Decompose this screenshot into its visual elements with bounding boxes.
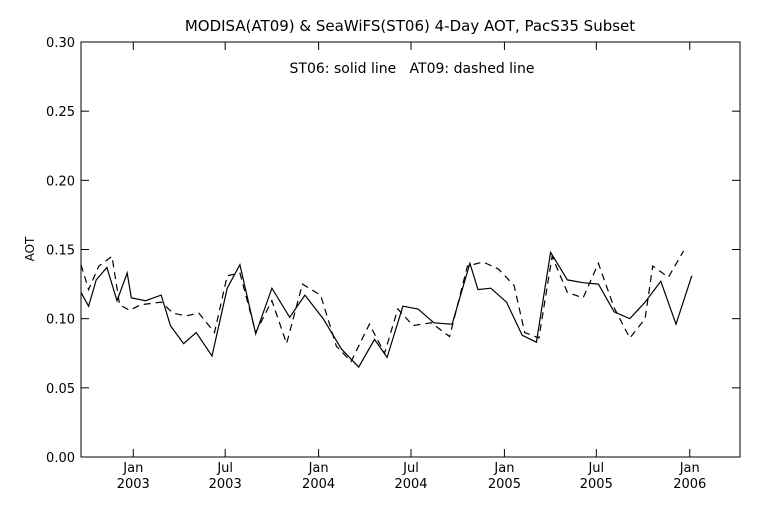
y-axis-label: AOT	[23, 236, 37, 261]
x-tick-month: Jul	[587, 461, 604, 476]
x-tick-year: 2006	[673, 477, 706, 492]
series-layer	[80, 250, 693, 369]
y-axis: 0.00 0.05 0.10 0.15 0.20 0.25 0.30	[46, 36, 740, 466]
x-axis: Jan2003Jul2003Jan2004Jul2004Jan2005Jul20…	[117, 42, 706, 492]
x-tick-month: Jan	[679, 461, 700, 476]
chart-annotation: ST06: solid line AT09: dashed line	[290, 61, 535, 77]
x-tick-month: Jan	[493, 461, 514, 476]
x-tick-month: Jan	[122, 461, 143, 476]
y-tick-label: 0.05	[46, 382, 75, 397]
x-tick-year: 2004	[394, 477, 427, 492]
plot-frame	[80, 41, 741, 458]
x-tick-year: 2003	[209, 477, 242, 492]
y-tick-label: 0.00	[46, 451, 75, 466]
y-tick-label: 0.20	[46, 174, 75, 189]
x-tick-month: Jul	[402, 461, 419, 476]
x-tick-month: Jan	[308, 461, 329, 476]
chart-title: MODISA(AT09) & SeaWiFS(ST06) 4-Day AOT, …	[185, 17, 635, 35]
x-tick-year: 2004	[302, 477, 335, 492]
y-tick-label: 0.30	[46, 36, 75, 51]
series-line-at09	[80, 250, 685, 363]
x-tick-month: Jul	[216, 461, 233, 476]
x-tick-year: 2005	[580, 477, 613, 492]
x-tick-year: 2005	[488, 477, 521, 492]
x-tick-year: 2003	[117, 477, 150, 492]
series-line-st06	[80, 250, 693, 369]
y-tick-label: 0.15	[46, 244, 75, 259]
y-tick-label: 0.10	[46, 313, 75, 328]
y-tick-label: 0.25	[46, 105, 75, 120]
